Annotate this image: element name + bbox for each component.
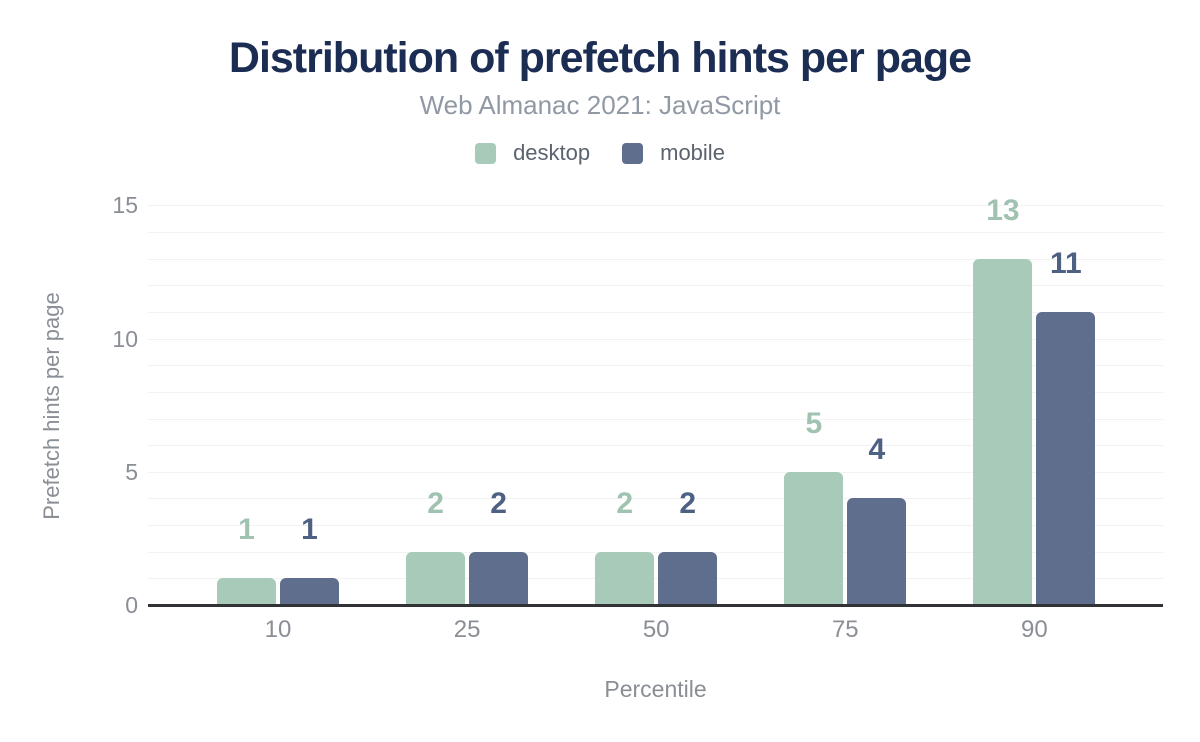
gridline <box>148 391 1163 393</box>
gridline <box>148 231 1163 233</box>
bar-value-mobile-p90: 11 <box>1050 246 1082 280</box>
bar-mobile-p90[interactable] <box>1036 311 1096 605</box>
legend-item-mobile[interactable]: mobile <box>622 140 725 166</box>
x-tick-label: 10 <box>264 616 292 643</box>
x-tick-label: 75 <box>831 616 859 643</box>
gridline <box>148 205 1163 207</box>
legend-swatch-mobile <box>622 142 644 164</box>
y-tick-label: 5 <box>125 458 138 485</box>
chart-subtitle: Web Almanac 2021: JavaScript <box>419 90 781 120</box>
gridline <box>148 578 1163 580</box>
bar-value-mobile-p25: 2 <box>490 486 507 520</box>
x-axis-line <box>148 604 1163 607</box>
gridline <box>148 551 1163 553</box>
bar-value-desktop-p50: 2 <box>616 486 634 520</box>
x-axis-title: Percentile <box>604 676 707 702</box>
bar-value-mobile-p75: 4 <box>868 433 886 467</box>
x-tick-label: 25 <box>453 616 481 643</box>
bar-desktop-p75[interactable] <box>784 471 844 606</box>
gridline <box>148 311 1163 313</box>
gridline <box>148 498 1163 500</box>
bar-value-desktop-p75: 5 <box>805 406 823 440</box>
bar-value-desktop-p25: 2 <box>427 486 444 520</box>
y-tick-label: 10 <box>112 325 138 352</box>
gridline <box>148 418 1163 420</box>
bar-mobile-p10[interactable] <box>280 578 339 605</box>
legend: desktop mobile <box>0 140 1200 166</box>
legend-label: desktop <box>513 140 591 165</box>
bar-mobile-p50[interactable] <box>658 551 718 605</box>
legend-label: mobile <box>660 140 725 165</box>
legend-swatch-desktop <box>475 142 497 164</box>
bar-desktop-p50[interactable] <box>595 551 655 605</box>
bar-desktop-p10[interactable] <box>217 578 276 605</box>
bar-mobile-p75[interactable] <box>847 498 907 605</box>
bar-value-mobile-p50: 2 <box>679 486 697 520</box>
legend-item-desktop[interactable]: desktop <box>475 140 590 166</box>
bar-desktop-p25[interactable] <box>406 551 466 605</box>
x-tick-label: 90 <box>1021 616 1048 643</box>
bar-mobile-p25[interactable] <box>469 551 529 605</box>
bar-value-desktop-p90: 13 <box>986 193 1020 227</box>
y-tick-label: 15 <box>112 192 138 219</box>
bar-desktop-p90[interactable] <box>973 258 1033 605</box>
gridline <box>148 285 1163 287</box>
gridline <box>148 471 1163 473</box>
bar-value-desktop-p10: 1 <box>238 513 255 547</box>
gridline <box>148 445 1163 447</box>
gridline <box>148 525 1163 526</box>
x-tick-label: 50 <box>642 616 670 643</box>
y-axis-title: Prefetch hints per page <box>39 292 64 520</box>
gridline <box>148 338 1163 340</box>
gridline <box>148 258 1163 260</box>
bar-value-mobile-p10: 1 <box>301 513 318 547</box>
y-tick-label: 0 <box>125 592 138 618</box>
chart-title: Distribution of prefetch hints per page <box>228 34 972 82</box>
gridline <box>148 365 1163 367</box>
